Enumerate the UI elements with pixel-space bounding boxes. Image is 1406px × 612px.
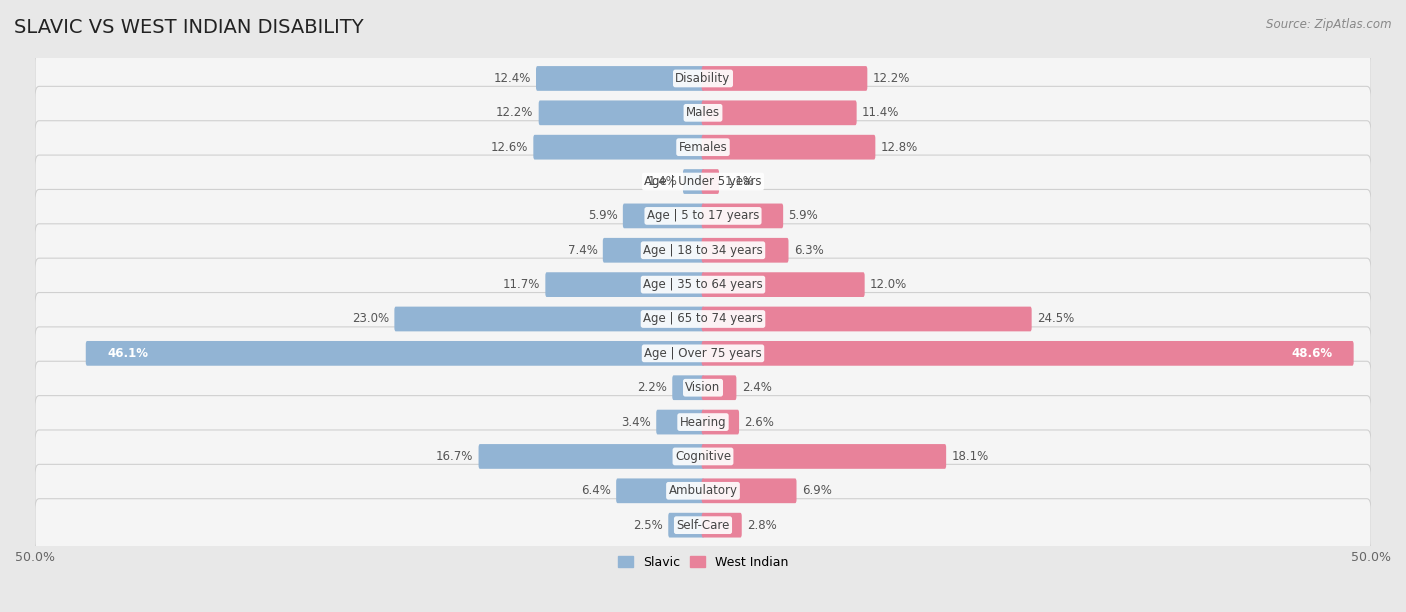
FancyBboxPatch shape	[683, 169, 704, 194]
FancyBboxPatch shape	[702, 513, 742, 537]
FancyBboxPatch shape	[35, 430, 1371, 483]
Text: SLAVIC VS WEST INDIAN DISABILITY: SLAVIC VS WEST INDIAN DISABILITY	[14, 18, 364, 37]
Text: Ambulatory: Ambulatory	[668, 484, 738, 498]
Text: 18.1%: 18.1%	[952, 450, 988, 463]
FancyBboxPatch shape	[35, 224, 1371, 277]
FancyBboxPatch shape	[35, 327, 1371, 380]
Text: 16.7%: 16.7%	[436, 450, 474, 463]
Text: Self-Care: Self-Care	[676, 518, 730, 532]
Text: 6.4%: 6.4%	[581, 484, 610, 498]
FancyBboxPatch shape	[533, 135, 704, 160]
FancyBboxPatch shape	[672, 375, 704, 400]
Text: 5.9%: 5.9%	[588, 209, 617, 222]
FancyBboxPatch shape	[478, 444, 704, 469]
Text: Males: Males	[686, 106, 720, 119]
Text: 1.4%: 1.4%	[648, 175, 678, 188]
FancyBboxPatch shape	[616, 479, 704, 503]
FancyBboxPatch shape	[546, 272, 704, 297]
Text: 11.7%: 11.7%	[502, 278, 540, 291]
Text: 2.5%: 2.5%	[633, 518, 662, 532]
Text: 24.5%: 24.5%	[1038, 313, 1074, 326]
FancyBboxPatch shape	[35, 499, 1371, 551]
Text: Source: ZipAtlas.com: Source: ZipAtlas.com	[1267, 18, 1392, 31]
Text: Females: Females	[679, 141, 727, 154]
Text: 12.8%: 12.8%	[880, 141, 918, 154]
FancyBboxPatch shape	[702, 479, 797, 503]
FancyBboxPatch shape	[35, 52, 1371, 105]
FancyBboxPatch shape	[536, 66, 704, 91]
FancyBboxPatch shape	[702, 272, 865, 297]
Text: 23.0%: 23.0%	[352, 313, 389, 326]
Text: 12.6%: 12.6%	[491, 141, 529, 154]
Text: 12.0%: 12.0%	[870, 278, 907, 291]
FancyBboxPatch shape	[702, 341, 1354, 366]
FancyBboxPatch shape	[668, 513, 704, 537]
FancyBboxPatch shape	[702, 444, 946, 469]
Text: Age | Under 5 years: Age | Under 5 years	[644, 175, 762, 188]
FancyBboxPatch shape	[35, 86, 1371, 140]
Text: 3.4%: 3.4%	[621, 416, 651, 428]
Text: 1.1%: 1.1%	[724, 175, 754, 188]
Text: 11.4%: 11.4%	[862, 106, 900, 119]
FancyBboxPatch shape	[702, 135, 876, 160]
Text: Disability: Disability	[675, 72, 731, 85]
FancyBboxPatch shape	[395, 307, 704, 331]
Text: Age | 35 to 64 years: Age | 35 to 64 years	[643, 278, 763, 291]
FancyBboxPatch shape	[35, 258, 1371, 311]
Text: 12.2%: 12.2%	[496, 106, 533, 119]
Text: 2.2%: 2.2%	[637, 381, 666, 394]
Text: 46.1%: 46.1%	[107, 347, 148, 360]
FancyBboxPatch shape	[623, 204, 704, 228]
FancyBboxPatch shape	[35, 190, 1371, 242]
FancyBboxPatch shape	[35, 395, 1371, 449]
Text: Age | 18 to 34 years: Age | 18 to 34 years	[643, 244, 763, 257]
Text: Age | 5 to 17 years: Age | 5 to 17 years	[647, 209, 759, 222]
FancyBboxPatch shape	[603, 238, 704, 263]
FancyBboxPatch shape	[702, 169, 718, 194]
Text: 6.3%: 6.3%	[794, 244, 824, 257]
Legend: Slavic, West Indian: Slavic, West Indian	[613, 551, 793, 573]
FancyBboxPatch shape	[86, 341, 704, 366]
Text: 5.9%: 5.9%	[789, 209, 818, 222]
Text: 12.4%: 12.4%	[494, 72, 530, 85]
FancyBboxPatch shape	[702, 307, 1032, 331]
FancyBboxPatch shape	[702, 375, 737, 400]
Text: Cognitive: Cognitive	[675, 450, 731, 463]
FancyBboxPatch shape	[35, 121, 1371, 174]
Text: 7.4%: 7.4%	[568, 244, 598, 257]
FancyBboxPatch shape	[35, 293, 1371, 345]
FancyBboxPatch shape	[35, 155, 1371, 208]
FancyBboxPatch shape	[657, 409, 704, 435]
FancyBboxPatch shape	[702, 100, 856, 125]
Text: 48.6%: 48.6%	[1291, 347, 1333, 360]
FancyBboxPatch shape	[702, 409, 740, 435]
FancyBboxPatch shape	[702, 238, 789, 263]
Text: Age | Over 75 years: Age | Over 75 years	[644, 347, 762, 360]
Text: Hearing: Hearing	[679, 416, 727, 428]
FancyBboxPatch shape	[702, 66, 868, 91]
Text: Vision: Vision	[685, 381, 721, 394]
Text: Age | 65 to 74 years: Age | 65 to 74 years	[643, 313, 763, 326]
FancyBboxPatch shape	[35, 465, 1371, 517]
Text: 2.6%: 2.6%	[744, 416, 775, 428]
Text: 6.9%: 6.9%	[801, 484, 832, 498]
FancyBboxPatch shape	[702, 204, 783, 228]
FancyBboxPatch shape	[35, 361, 1371, 414]
Text: 2.8%: 2.8%	[747, 518, 778, 532]
Text: 2.4%: 2.4%	[742, 381, 772, 394]
FancyBboxPatch shape	[538, 100, 704, 125]
Text: 12.2%: 12.2%	[873, 72, 910, 85]
